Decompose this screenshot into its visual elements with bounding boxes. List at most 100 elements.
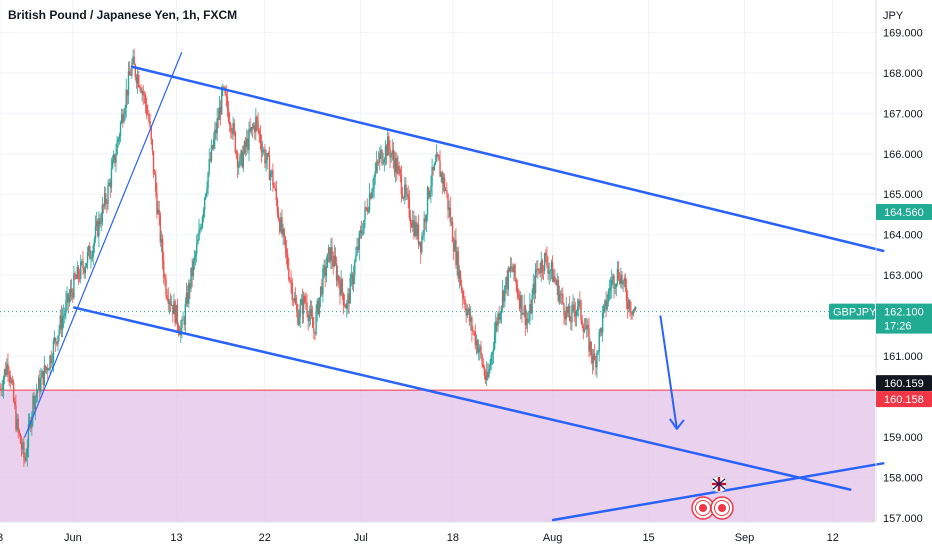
candle-body	[95, 220, 98, 227]
candle-body	[450, 221, 453, 223]
price-tag-label: 164.560	[884, 207, 924, 219]
candle-body	[358, 232, 361, 250]
candle-body	[355, 254, 357, 262]
candle-body	[483, 367, 486, 376]
candle-body	[61, 317, 64, 330]
y-tick-label: 168.000	[883, 68, 923, 80]
candle-body	[126, 89, 129, 96]
candle-body	[367, 210, 370, 212]
candle-body	[573, 304, 575, 312]
candle-body	[401, 194, 404, 198]
candle-body	[311, 316, 314, 328]
candle-body	[246, 138, 248, 148]
candle-body	[156, 191, 158, 214]
candle-body	[277, 213, 280, 220]
candle-body	[488, 369, 490, 378]
candle-body	[323, 265, 325, 269]
candle-body	[163, 260, 165, 278]
candle-body	[530, 304, 532, 314]
candle-body	[625, 287, 628, 302]
candle-body	[600, 328, 603, 333]
candle-body	[294, 297, 297, 305]
candle-body	[256, 116, 258, 122]
candle-body	[39, 377, 41, 392]
candle-body	[73, 273, 75, 298]
candle-body	[432, 166, 434, 171]
candle-body	[225, 94, 227, 98]
candle-body	[529, 304, 531, 321]
candle-body	[3, 369, 6, 379]
candle-body	[255, 116, 257, 133]
candle-body	[359, 230, 362, 233]
candle-body	[216, 118, 218, 134]
candle-body	[503, 290, 505, 302]
candle-body	[603, 305, 605, 313]
jp-flag-icon	[699, 504, 707, 512]
candle-body	[143, 94, 146, 96]
candle-body	[57, 335, 59, 345]
candle-body	[174, 301, 176, 324]
candle-body	[37, 377, 40, 391]
candle-body	[25, 456, 27, 461]
trendlines	[0, 52, 885, 522]
candle-body	[91, 256, 93, 259]
y-tick-label: 169.000	[883, 27, 923, 39]
candle-body	[275, 188, 278, 201]
candle-body	[15, 405, 17, 430]
candle-body	[157, 209, 159, 214]
candle-body	[316, 300, 318, 312]
candle-body	[433, 164, 436, 171]
candle-body	[394, 157, 397, 173]
candle-body	[291, 282, 293, 300]
candle-body	[389, 148, 391, 158]
candle-body	[404, 184, 406, 198]
candle-body	[176, 304, 179, 326]
candle-body	[582, 325, 585, 332]
candle-body	[210, 145, 213, 161]
trendline-lower-channel	[73, 306, 852, 491]
y-tick-label: 159.000	[883, 432, 923, 444]
event-icons	[691, 475, 734, 520]
candle-body	[618, 278, 621, 284]
x-tick-label: 22	[259, 532, 271, 544]
candle-body	[570, 321, 572, 323]
candle-body	[90, 258, 92, 260]
candle-body	[352, 275, 355, 285]
candle-body	[540, 260, 542, 274]
candle-body	[0, 388, 1, 390]
price-tag-label: 160.158	[884, 394, 924, 406]
candle-body	[30, 420, 32, 429]
candle-body	[309, 309, 312, 316]
candle-body	[186, 292, 189, 304]
candle-body	[512, 267, 514, 273]
candle-body	[132, 56, 134, 63]
candle-body	[173, 301, 175, 315]
candle-body	[252, 125, 255, 129]
arrow-head-icon	[669, 418, 685, 430]
candle-body	[141, 90, 143, 93]
candle-body	[443, 177, 446, 191]
candle-body	[528, 320, 530, 322]
candle-body	[159, 214, 162, 243]
candle-body	[555, 280, 557, 285]
candle-body	[151, 139, 154, 151]
candle-body	[32, 395, 34, 416]
candle-body	[72, 292, 74, 298]
candle-body	[100, 222, 102, 225]
candle-body	[556, 279, 558, 285]
candle-body	[593, 353, 596, 360]
candle-body	[224, 87, 226, 95]
candle-body	[326, 253, 329, 268]
candle-body	[281, 217, 283, 235]
candle-body	[464, 299, 466, 309]
candles	[0, 48, 637, 467]
candle-body	[634, 306, 637, 310]
candle-body	[567, 306, 570, 313]
candle-body	[18, 430, 21, 434]
candle-body	[588, 327, 590, 352]
candle-body	[122, 114, 124, 123]
candle-body	[155, 174, 157, 192]
candle-body	[33, 395, 35, 409]
candle-body	[247, 138, 249, 150]
